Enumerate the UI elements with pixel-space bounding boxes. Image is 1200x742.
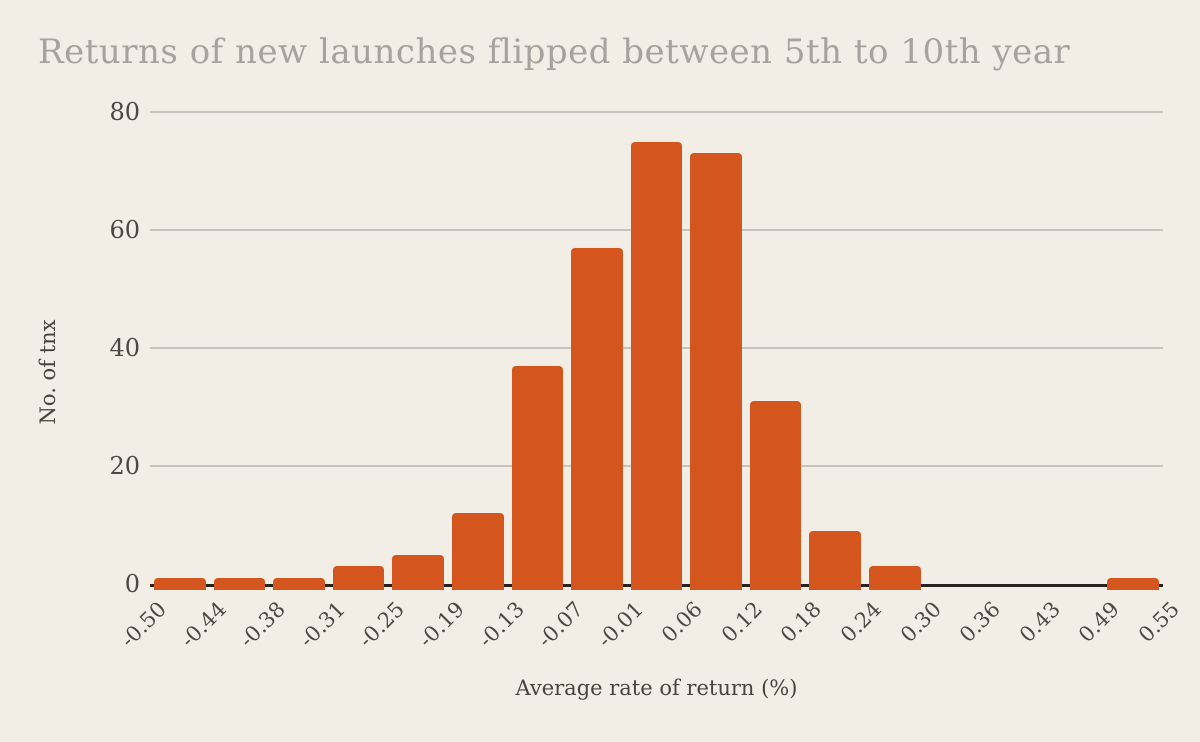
bar--0.19-to--0.13	[451, 513, 504, 590]
x-tick-label-0.30: 0.30	[895, 597, 946, 648]
bar--0.13-to--0.07	[511, 365, 564, 590]
x-tick-label-0.12: 0.12	[716, 597, 767, 648]
bar--0.44-to--0.38	[213, 578, 266, 590]
bar--0.31-to--0.25	[332, 566, 385, 590]
x-tick-label-0.36: 0.36	[955, 597, 1006, 648]
gridline-80	[150, 111, 1163, 113]
bar-0.24-to-0.30	[869, 566, 921, 590]
bar-0.49-to-0.55	[1107, 578, 1159, 590]
y-tick-label-0: 0	[124, 570, 140, 598]
y-tick-label-60: 60	[109, 216, 140, 244]
bar--0.07-to--0.01	[571, 247, 623, 590]
chart-title: Returns of new launches flipped between …	[38, 32, 1071, 72]
x-axis-title: Average rate of return (%)	[515, 676, 798, 700]
y-tick-label-20: 20	[109, 452, 140, 480]
x-tick-label--0.44: -0.44	[175, 597, 231, 653]
x-tick-label-0.55: 0.55	[1133, 597, 1184, 648]
bar--0.50-to--0.44	[154, 578, 206, 590]
x-tick-label--0.31: -0.31	[294, 597, 350, 653]
x-tick-label-0.18: 0.18	[776, 597, 827, 648]
y-tick-label-40: 40	[109, 334, 140, 362]
x-tick-label--0.50: -0.50	[115, 597, 171, 653]
x-tick-label--0.38: -0.38	[235, 597, 291, 653]
bar--0.25-to--0.19	[392, 554, 444, 590]
y-tick-label-80: 80	[109, 98, 140, 126]
bar--0.01-to-0.06	[630, 141, 683, 590]
x-tick-label--0.19: -0.19	[413, 597, 469, 653]
x-tick-label--0.01: -0.01	[592, 597, 648, 653]
x-tick-label-0.43: 0.43	[1014, 597, 1065, 648]
x-tick-label-0.24: 0.24	[835, 597, 887, 648]
bar--0.38-to--0.31	[273, 578, 325, 590]
x-tick-label--0.13: -0.13	[473, 597, 529, 653]
x-tick-label--0.07: -0.07	[533, 597, 589, 653]
bar-0.12-to-0.18	[749, 401, 802, 590]
plot-area	[150, 111, 1163, 590]
x-tick-label-0.49: 0.49	[1074, 597, 1125, 648]
x-tick-label-0.06: 0.06	[657, 597, 708, 648]
bar-0.06-to-0.12	[690, 153, 742, 590]
x-tick-label--0.25: -0.25	[354, 597, 410, 653]
bar-0.18-to-0.24	[809, 530, 862, 590]
